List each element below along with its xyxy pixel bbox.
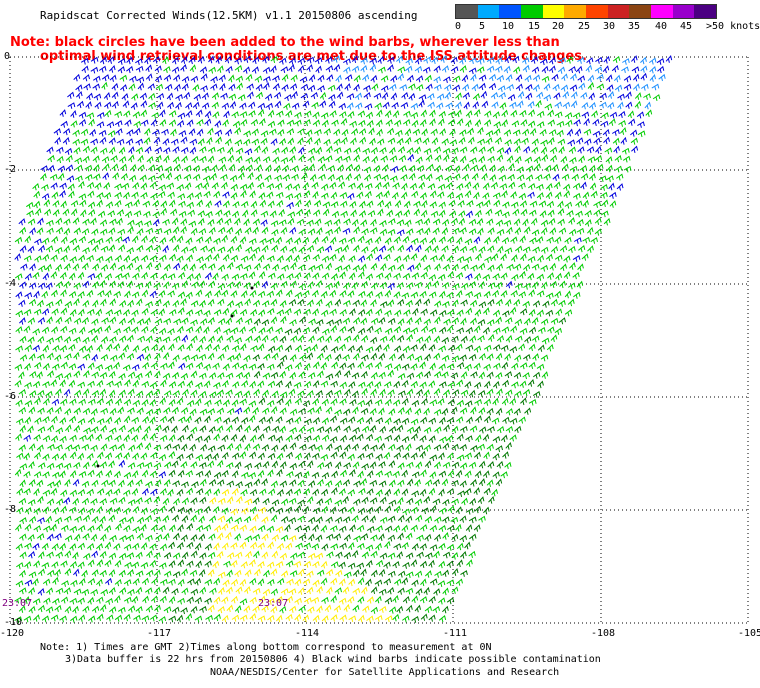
colorbar-label: 0 — [455, 21, 462, 32]
note-line-2: optimal wind retrieval conditions are me… — [40, 49, 587, 64]
colorbar-label: 30 — [603, 21, 616, 32]
colorbar-swatch — [672, 5, 695, 18]
colorbar-swatch — [456, 5, 478, 18]
y-tick-label: 0 — [4, 51, 11, 62]
y-tick-label: -6 — [4, 391, 17, 402]
footer-credit: NOAA/NESDIS/Center for Satellite Applica… — [210, 667, 560, 678]
colorbar-swatch — [629, 5, 652, 18]
colorbar-label: 35 — [628, 21, 641, 32]
colorbar-label: 20 — [552, 21, 565, 32]
x-tick-label: -111 — [443, 628, 468, 639]
colorbar-swatch — [586, 5, 608, 18]
colorbar-swatch — [477, 5, 500, 18]
colorbar-label: >50 knots — [706, 21, 760, 32]
x-tick-label: -114 — [295, 628, 320, 639]
colorbar-swatch — [542, 5, 565, 18]
colorbar-swatch — [499, 5, 522, 18]
y-tick-label: -4 — [4, 278, 17, 289]
contamination-markers — [96, 286, 254, 468]
x-tick-label: -105 — [738, 628, 760, 639]
x-tick-label: -108 — [591, 628, 616, 639]
x-tick-label: -117 — [147, 628, 172, 639]
colorbar-swatch — [694, 5, 717, 18]
y-tick-label: -2 — [4, 164, 17, 175]
colorbar-label: 10 — [502, 21, 515, 32]
y-tick-label: -8 — [4, 504, 17, 515]
colorbar-label: 40 — [655, 21, 668, 32]
time-label-left: 23:07 — [2, 598, 33, 609]
colorbar-swatch — [607, 5, 630, 18]
colorbar-label: 15 — [528, 21, 541, 32]
colorbar-swatch — [651, 5, 673, 18]
colorbar-label: 5 — [479, 21, 486, 32]
footer-note-line-2: 3)Data buffer is 22 hrs from 20150806 4)… — [65, 654, 601, 665]
x-tick-label: -120 — [0, 628, 25, 639]
map-title: Rapidscat Corrected Winds(12.5KM) v1.1 2… — [40, 9, 418, 22]
colorbar-label: 25 — [578, 21, 591, 32]
note-line-1: Note: black circles have been added to t… — [10, 35, 560, 50]
colorbar-label: 45 — [680, 21, 693, 32]
grid-lines — [9, 56, 750, 624]
wind-speed-colorbar — [455, 4, 717, 19]
colorbar-swatch — [564, 5, 587, 18]
wind-barbs — [14, 55, 673, 624]
time-label-right: 23:07 — [258, 598, 289, 609]
y-tick-label: -10 — [4, 617, 23, 628]
footer-note-line-1: Note: 1) Times are GMT 2)Times along bot… — [40, 642, 492, 653]
colorbar-swatch — [521, 5, 543, 18]
